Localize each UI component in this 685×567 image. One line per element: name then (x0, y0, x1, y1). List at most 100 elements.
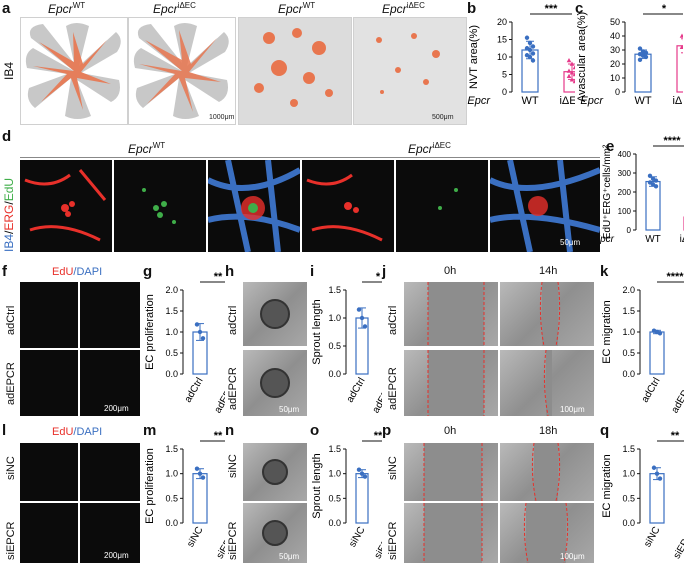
x-tick-label: WT (634, 95, 651, 107)
panel-letter-g: g (143, 263, 153, 280)
sig-marker: ** (671, 430, 680, 442)
y-tick-label: 1.0 (328, 469, 341, 479)
y-tick-label: 1.0 (328, 313, 341, 323)
data-point (530, 44, 536, 49)
y-tick-label: 10 (497, 52, 507, 62)
y-tick-label: 20 (610, 59, 620, 69)
chart-k: 0.0 0.5 1.0 1.5 2.0 EC migration adCtrl adEPCR *… (601, 271, 684, 415)
retina-flatmount-icon (25, 23, 121, 119)
y-tick-label: 50 (610, 17, 620, 27)
wound-edge-icon (539, 282, 561, 346)
spheroid-image-adepcr: 50μm (243, 350, 307, 416)
panel-letter-f: f (2, 263, 7, 280)
spheroid-icon (262, 459, 288, 485)
time-label-0h: 0h (444, 425, 457, 437)
y-tick-label: 1.0 (622, 327, 635, 337)
x-tick-label: iΔEC (680, 234, 684, 245)
merge-image-iec: 50μm (490, 160, 600, 252)
wound-image-sinc-18h (500, 443, 594, 501)
edu-channel-icon (438, 188, 458, 210)
header-a-2: EpcriΔEC (153, 1, 196, 16)
panel-letter-n: n (225, 422, 235, 439)
y-tick-label: 0 (615, 87, 620, 97)
panel-letter-l: l (2, 422, 7, 439)
data-point (654, 471, 660, 476)
merge-image-wt (208, 160, 300, 252)
x-tick-label: siEPCR (672, 525, 684, 561)
retina-image-iec: 1000μm (128, 17, 236, 125)
sig-marker: ** (214, 430, 223, 442)
y-tick-label: 30 (610, 45, 620, 55)
merge-channel-icon (208, 160, 300, 252)
data-point (569, 77, 575, 82)
sig-marker: * (376, 271, 381, 283)
data-point (356, 307, 362, 312)
retina-image-wt (20, 17, 128, 125)
x-tick-label: adEPCR (371, 376, 382, 415)
x-axis-prefix: Epcr (580, 95, 604, 107)
x-tick-label: WT (521, 95, 538, 107)
y-tick-label: 0.5 (622, 493, 635, 503)
dapi-image-adctrl (80, 282, 140, 348)
panel-letter-e: e (606, 138, 615, 155)
data-point (653, 184, 659, 189)
header-divider (20, 157, 600, 158)
panel-letter-j: j (382, 263, 387, 280)
data-point (527, 47, 533, 53)
scale-label: 500μm (432, 114, 454, 121)
chart-i: 0.0 0.5 1.0 1.5 Sprout length adCtrl adEPCR * (311, 271, 382, 415)
data-point (356, 467, 362, 472)
data-point (527, 40, 533, 46)
wound-image-sinc-0h (404, 443, 498, 501)
y-tick-label: 0.0 (165, 369, 178, 379)
edu-image-sinc (20, 443, 78, 501)
panel-letter-a: a (2, 0, 11, 17)
y-tick-label: 20 (497, 17, 507, 27)
panel-letter-q: q (600, 422, 610, 439)
row-label-adepcr: adEPCR (5, 362, 17, 405)
row-label-adepcr: adEPCR (227, 367, 239, 410)
data-point (362, 474, 368, 479)
row-label-siepcr: siEPCR (227, 521, 239, 560)
data-point (200, 336, 206, 341)
wound-edge-icon (427, 282, 485, 346)
x-axis-prefix: Epcr (467, 95, 491, 107)
panel-letter-d: d (2, 128, 12, 145)
scale-label: 200μm (104, 551, 129, 560)
x-tick-label: adCtrl (640, 376, 663, 405)
bar (634, 53, 652, 93)
sig-marker: **** (666, 271, 684, 283)
panel-letter-b: b (467, 0, 477, 17)
y-tick-label: 0 (502, 87, 507, 97)
time-label-18h: 18h (539, 425, 558, 437)
y-tick-label: 1.5 (622, 306, 635, 316)
time-label-14h: 14h (539, 265, 558, 277)
wound-image-siepcr-18h: 100μm (500, 503, 594, 563)
data-point (643, 54, 649, 60)
nvt-overlay-icon (354, 18, 466, 124)
edu-image-iec (396, 160, 488, 252)
wound-image-adepcr-0h (404, 350, 498, 416)
edu-image-adepcr (20, 350, 78, 416)
data-point (566, 73, 572, 79)
x-tick-label: iΔEC (559, 95, 575, 107)
y-tick-label: 400 (618, 150, 632, 159)
panel-letter-o: o (310, 422, 320, 439)
retina-zoom-iec: 500μm (353, 17, 467, 125)
panel-letter-p: p (382, 422, 392, 439)
y-tick-label: 0.5 (165, 493, 178, 503)
erg-image-iec (302, 160, 394, 252)
header-d-wt: EpcrWT (128, 141, 166, 156)
panel-letter-k: k (600, 263, 609, 280)
y-tick-label: 0.0 (622, 369, 635, 379)
data-point (566, 58, 572, 63)
y-tick-label: 100 (618, 207, 632, 216)
data-point (679, 44, 683, 49)
scale-label: 50μm (279, 552, 300, 561)
chart-m: 0.0 0.5 1.0 1.5 EC proliferation siNC siEPCR ** (144, 430, 225, 561)
x-tick-label: adEPCR (670, 376, 684, 415)
data-point (194, 322, 200, 327)
y-tick-label: 0.5 (165, 348, 178, 358)
data-point (197, 471, 203, 476)
data-point (359, 315, 365, 321)
